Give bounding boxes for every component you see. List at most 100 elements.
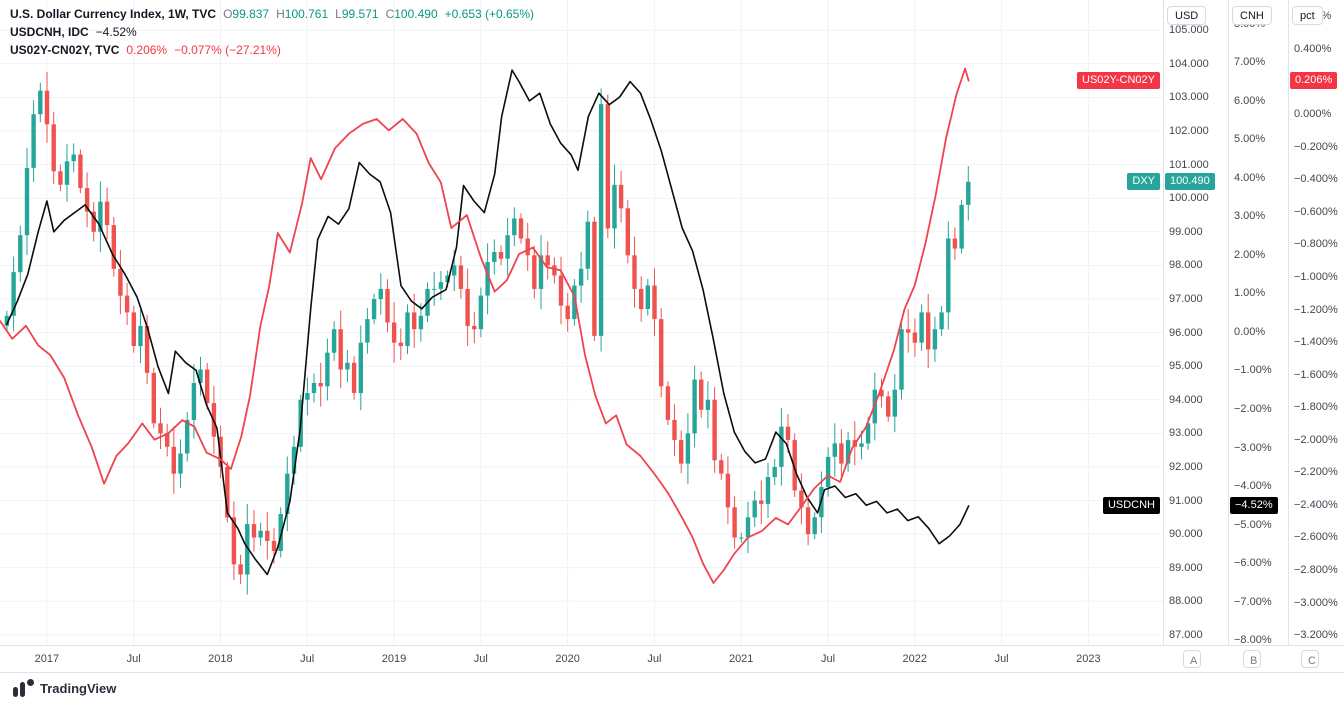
y-axis-tick: −1.600%: [1294, 368, 1338, 381]
y-axis-tick: −1.000%: [1294, 270, 1338, 283]
time-axis[interactable]: 2017 Jul 2018 Jul 2019 Jul 2020 Jul 2021 Jul 2022 J…: [0, 645, 1344, 673]
time-axis-label: Jul: [300, 653, 315, 665]
dxy-change: +0.653 (+0.65%): [444, 7, 535, 21]
y-axis-tick: −6.00%: [1234, 557, 1272, 569]
time-axis-label: Jul: [820, 653, 836, 665]
time-axis-label: 2019: [381, 653, 407, 665]
footer-bar: TradingView: [0, 672, 1344, 703]
time-axis-label: Jul: [473, 653, 488, 665]
y-axis-tick: −3.00%: [1234, 441, 1272, 454]
tradingview-wordmark: TradingView: [40, 680, 117, 696]
y-axis-tick: −2.400%: [1294, 498, 1338, 511]
y-axis-tick: −2.800%: [1294, 564, 1338, 576]
tradingview-logo-icon: [13, 679, 34, 697]
y-axis-tick: −0.400%: [1294, 173, 1338, 186]
dxy-series-title[interactable]: U.S. Dollar Currency Index, 1W, TVC: [10, 7, 217, 21]
y-axis-tick: 93.000: [1169, 427, 1203, 440]
open-value: 99.837: [232, 7, 270, 21]
y-axis-tick: −0.600%: [1294, 205, 1338, 218]
usdcnh-line: [6, 69, 970, 576]
y-axis-tick: −3.200%: [1294, 629, 1338, 642]
usd-axis-button[interactable]: USD: [1167, 6, 1207, 25]
y-axis-tick: 0.000%: [1294, 108, 1332, 121]
usdcnh-value: −4.52%: [95, 25, 137, 39]
y-axis-tick: 88.000: [1169, 595, 1203, 608]
spread-series-title[interactable]: US02Y-CN02Y, TVC: [10, 43, 120, 57]
y-axis-tick: 104.000: [1169, 57, 1209, 70]
y-axis-tick: −1.800%: [1294, 401, 1338, 414]
spread-price-badge[interactable]: 0.206%: [1290, 71, 1338, 89]
usdcnh-name-badge[interactable]: USDCNH: [1102, 497, 1160, 514]
y-axis-tick: −4.00%: [1234, 480, 1272, 492]
legend-row-usdcnh: USDCNH, IDC −4.52%: [10, 24, 534, 41]
y-axis-tick: −2.600%: [1294, 531, 1338, 544]
legend-row-dxy: U.S. Dollar Currency Index, 1W, TVC O99.8…: [10, 6, 534, 23]
usd-price-axis[interactable]: 105.000 104.000 103.000 102.000 101.000 100.0…: [1163, 0, 1228, 645]
y-axis-tick: 3.00%: [1234, 210, 1266, 223]
y-axis-tick: −1.00%: [1234, 364, 1272, 377]
time-axis-label: Jul: [126, 653, 141, 665]
time-axis-label: 2018: [208, 653, 233, 665]
y-axis-tick: 6.00%: [1234, 94, 1266, 107]
y-axis-tick: 0.400%: [1294, 43, 1332, 55]
y-axis-tick: 100.000: [1169, 192, 1209, 205]
scale-a-button[interactable]: A: [1183, 650, 1201, 668]
y-axis-tick: 7.00%: [1234, 56, 1266, 69]
y-axis-tick: 1.00%: [1234, 287, 1266, 300]
usdcnh-series-title[interactable]: USDCNH, IDC: [10, 25, 89, 39]
usdcnh-price-badge[interactable]: −4.52%: [1230, 497, 1278, 514]
y-axis-tick: −2.000%: [1294, 433, 1338, 446]
close-label: C: [385, 7, 395, 21]
dxy-price-badge[interactable]: 100.490: [1165, 172, 1215, 190]
y-axis-tick: −8.00%: [1234, 634, 1272, 646]
y-axis-tick: 105.000: [1169, 24, 1209, 37]
legend-row-spread: US02Y-CN02Y, TVC 0.206% −0.077% (−27.21%): [10, 42, 534, 59]
time-axis-label: Jul: [994, 653, 1009, 665]
spread-line: [0, 67, 970, 584]
time-axis-label: 2020: [555, 653, 580, 665]
y-axis-tick: 101.000: [1169, 158, 1209, 171]
y-axis-tick: 99.000: [1169, 225, 1203, 238]
high-label: H: [276, 7, 285, 21]
pct-axis-button[interactable]: pct: [1292, 6, 1323, 25]
y-axis-tick: 91.000: [1169, 494, 1203, 507]
y-axis-tick: −2.00%: [1234, 402, 1272, 415]
y-axis-tick: −5.00%: [1234, 518, 1272, 531]
y-axis-tick: 94.000: [1169, 393, 1203, 406]
y-axis-tick: 89.000: [1169, 561, 1203, 574]
close-value: 100.490: [394, 7, 438, 21]
low-value: 99.571: [341, 7, 379, 21]
y-axis-tick: 102.000: [1169, 125, 1209, 137]
y-axis-tick: −7.00%: [1234, 595, 1272, 608]
time-axis-label: 2023: [1076, 653, 1101, 665]
y-axis-tick: 92.000: [1169, 461, 1203, 473]
y-axis-tick: 103.000: [1169, 91, 1209, 104]
time-axis-label: 2017: [34, 653, 60, 665]
price-chart-pane[interactable]: U.S. Dollar Currency Index, 1W, TVC O99.8…: [0, 0, 1163, 645]
y-axis-tick: 5.00%: [1234, 133, 1266, 146]
dxy-name-badge[interactable]: DXY: [1127, 172, 1160, 190]
time-axis-label: Jul: [647, 653, 662, 665]
chart-canvas[interactable]: [0, 0, 1163, 645]
low-label: L: [335, 7, 342, 21]
cnh-axis-button[interactable]: CNH: [1232, 6, 1272, 25]
spread-name-badge[interactable]: US02Y-CN02Y: [1077, 71, 1160, 89]
open-label: O: [223, 7, 233, 21]
y-axis-tick: −1.200%: [1294, 303, 1338, 316]
pct-percent-axis[interactable]: 0.600%0.400%0.200%0.000%−0.200%−0.400%−0…: [1288, 0, 1344, 645]
scale-b-button[interactable]: B: [1243, 650, 1261, 668]
y-axis-tick: 0.00%: [1234, 325, 1266, 338]
y-axis-tick: 4.00%: [1234, 171, 1266, 184]
tradingview-link[interactable]: TradingView: [13, 679, 116, 697]
y-axis-tick: 90.000: [1169, 528, 1203, 541]
spread-value: 0.206%: [126, 43, 168, 57]
scale-c-button[interactable]: C: [1301, 650, 1319, 668]
cnh-percent-axis[interactable]: 8.00%7.00%6.00%5.00%4.00%3.00%2.00%1.00%…: [1228, 0, 1288, 646]
spread-change: −0.077% (−27.21%): [174, 43, 281, 57]
y-axis-tick: 97.000: [1169, 293, 1203, 305]
legend: U.S. Dollar Currency Index, 1W, TVC O99.8…: [10, 6, 534, 60]
y-axis-tick: 2.00%: [1234, 248, 1266, 261]
y-axis-tick: 96.000: [1169, 326, 1203, 339]
y-axis-tick: −2.200%: [1294, 466, 1338, 479]
